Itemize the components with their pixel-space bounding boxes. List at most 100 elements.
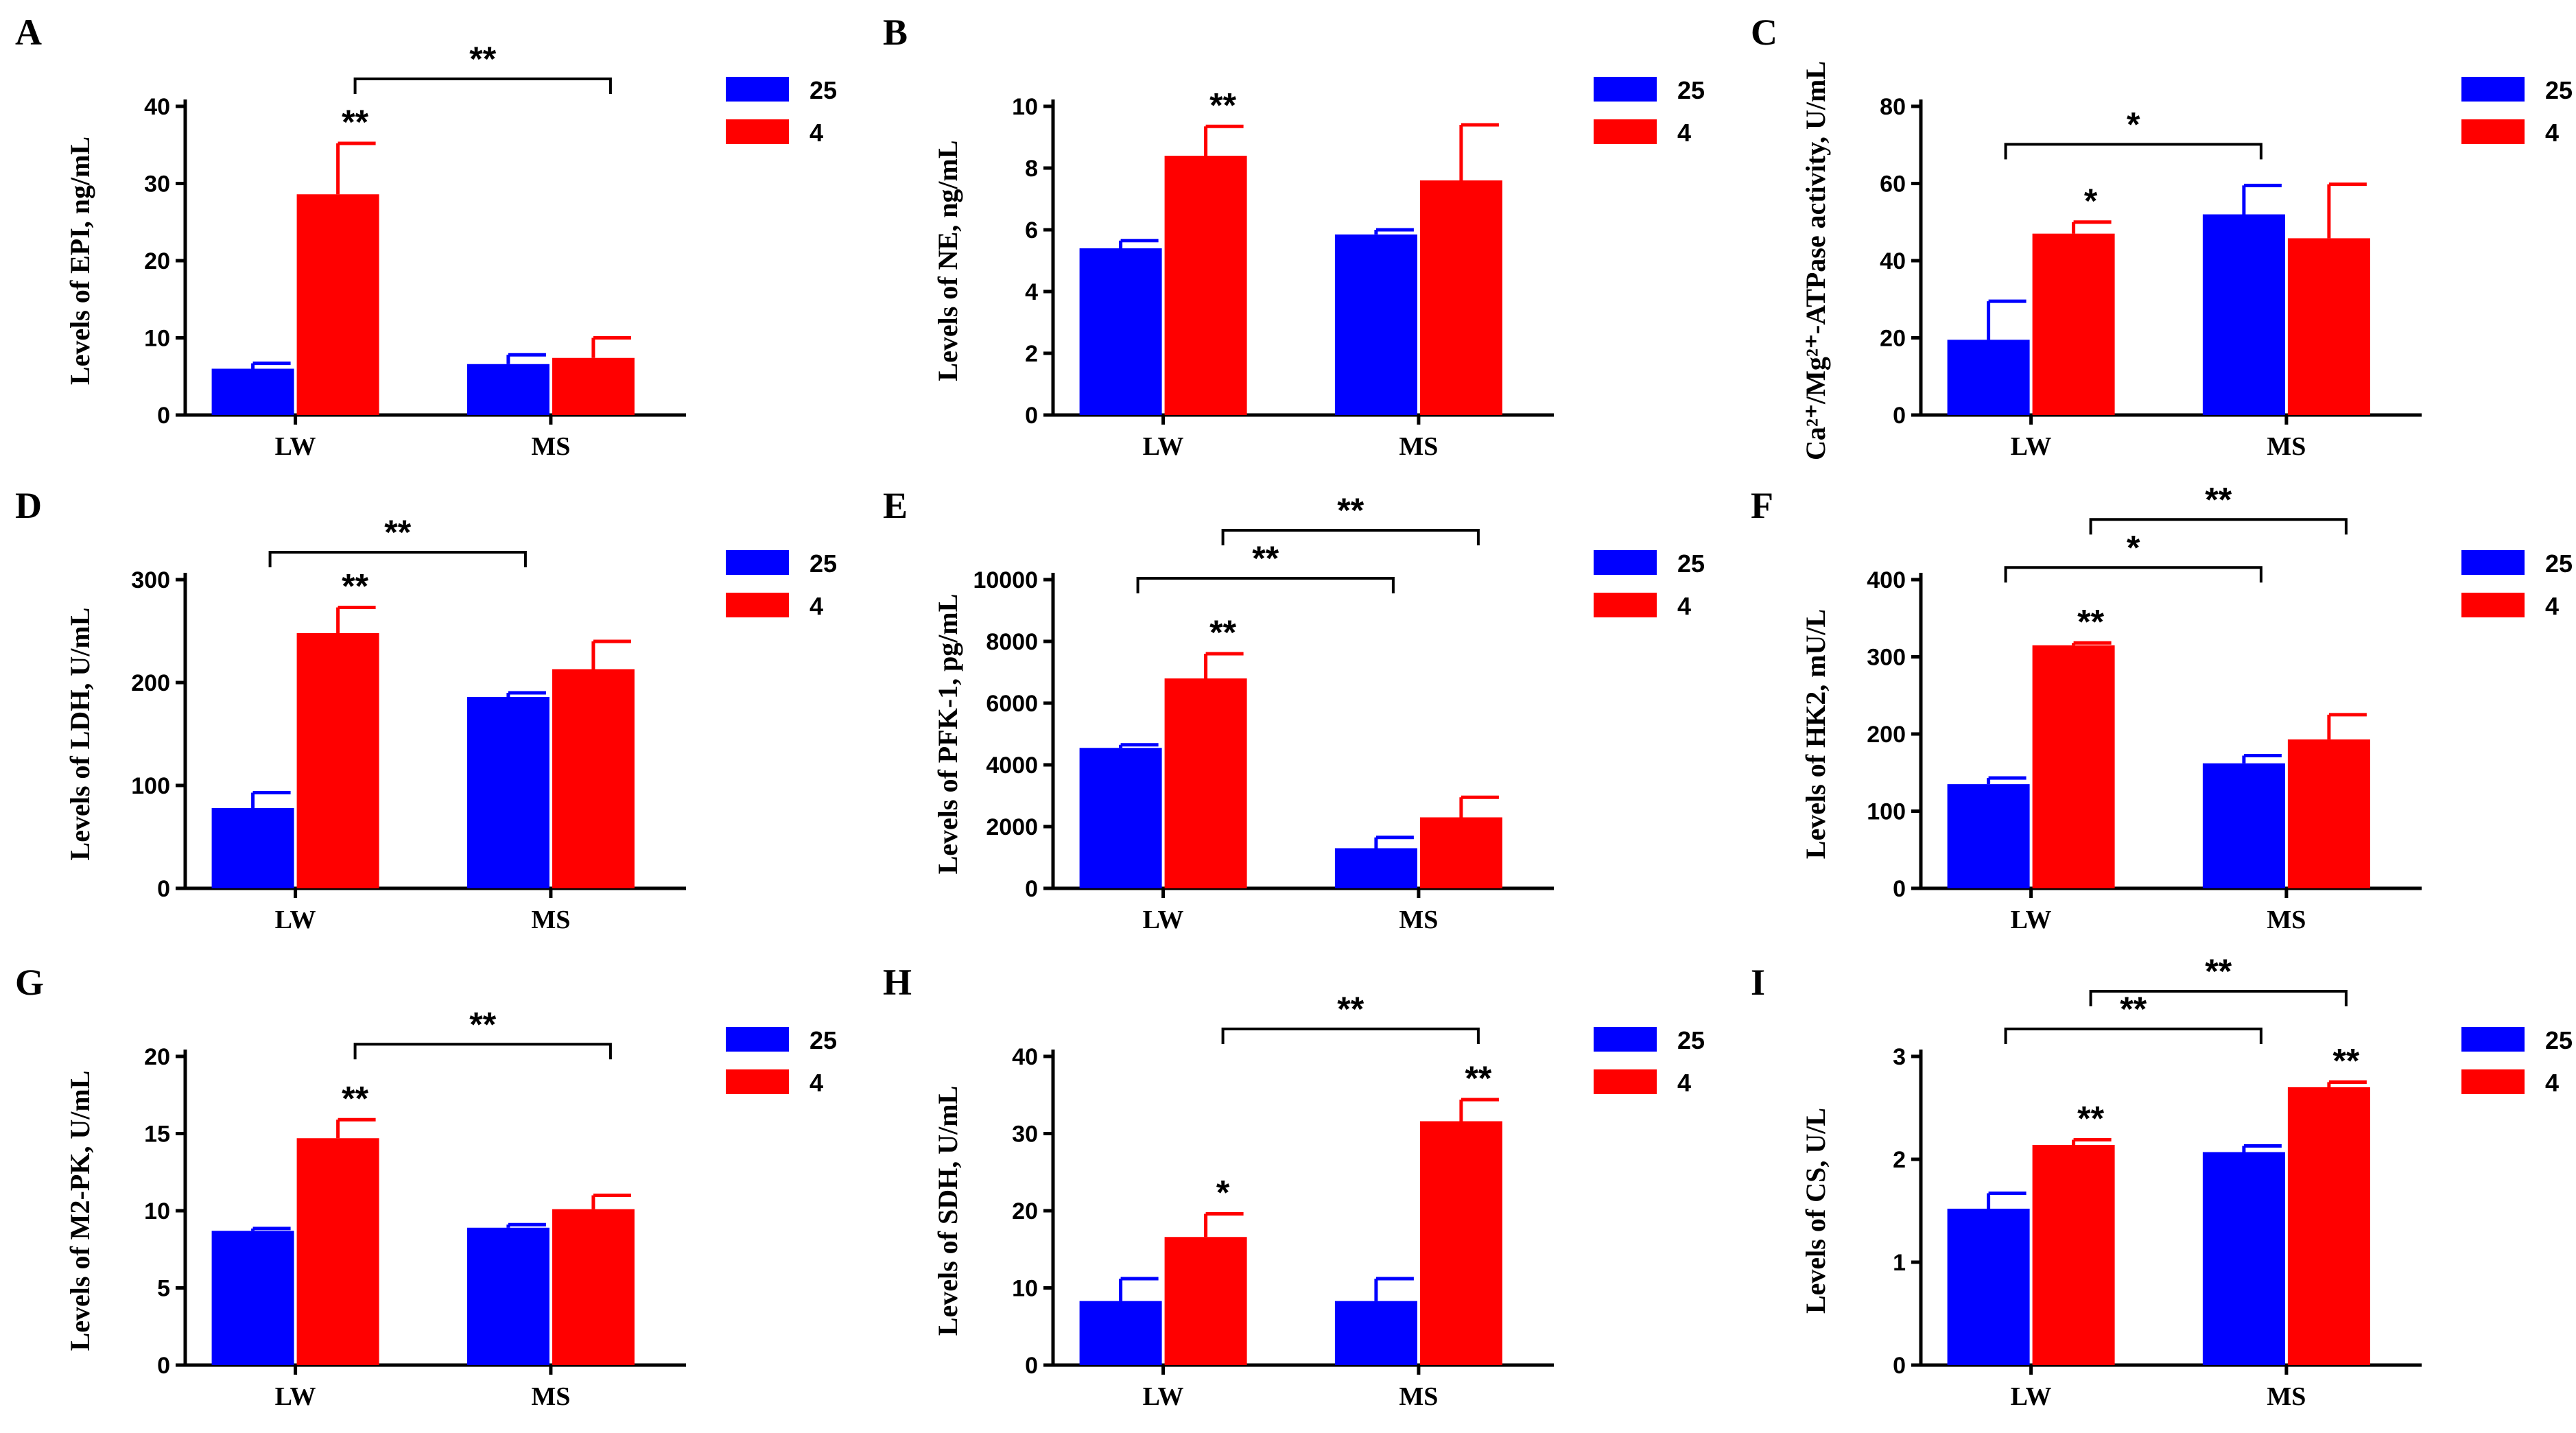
- significance-bracket: [353, 78, 612, 94]
- y-tick-label: 10: [144, 1198, 170, 1224]
- x-category-label: LW: [1143, 432, 1184, 461]
- y-tick-label: 8: [1025, 156, 1038, 182]
- y-tick-label: 400: [1867, 567, 1906, 593]
- bar: [466, 1227, 550, 1365]
- chart-svg: E 0 2000 4000 6000 8000 10000 Levels of PFK-1, …: [883, 485, 1705, 934]
- legend-swatch: [2461, 1069, 2525, 1094]
- bar: [2032, 233, 2115, 415]
- chart-svg: D 0 100 200 300 Levels of LDH, U/mL LW MS ** ** 25…: [15, 485, 837, 934]
- panel-e: E 0 2000 4000 6000 8000 10000 Levels of PFK-1, …: [868, 473, 1708, 947]
- significance-mark: **: [2077, 1100, 2104, 1138]
- legend-swatch: [726, 593, 789, 617]
- legend-label: 25: [810, 76, 837, 104]
- bracket-significance-mark: **: [1252, 539, 1279, 578]
- y-tick-label: 15: [144, 1122, 170, 1148]
- bracket-significance-mark: *: [2127, 105, 2140, 143]
- legend-swatch: [1594, 593, 1657, 617]
- x-category-label: LW: [275, 432, 316, 461]
- legend-label: 4: [2545, 1069, 2559, 1097]
- y-axis-label: Levels of LDH, U/mL: [64, 608, 95, 861]
- bar: [1334, 1301, 1417, 1365]
- bar: [2202, 214, 2285, 415]
- y-tick-label: 100: [1867, 799, 1906, 825]
- legend-label: 4: [1677, 1069, 1691, 1097]
- y-tick-label: 0: [1025, 1353, 1038, 1379]
- legend-swatch: [726, 119, 789, 144]
- y-tick-label: 10000: [973, 567, 1038, 593]
- bar: [2287, 238, 2370, 415]
- legend-label: 4: [1677, 592, 1691, 620]
- bar: [2202, 1152, 2285, 1365]
- bar: [2032, 645, 2115, 888]
- y-tick-label: 6: [1025, 217, 1038, 244]
- x-category-label: LW: [1143, 905, 1184, 934]
- legend-swatch: [2461, 593, 2525, 617]
- bar: [1079, 1301, 1162, 1365]
- bar: [2287, 1087, 2370, 1365]
- y-tick-label: 200: [131, 670, 170, 696]
- bar: [466, 364, 550, 415]
- significance-bracket: [2004, 1028, 2262, 1044]
- significance-mark: **: [2332, 1042, 2359, 1080]
- legend-label: 25: [810, 1026, 837, 1054]
- bar: [296, 633, 379, 888]
- significance-mark: **: [1465, 1059, 1491, 1098]
- significance-bracket: [2089, 518, 2348, 535]
- legend-swatch: [726, 550, 789, 575]
- x-category-label: MS: [1399, 905, 1438, 934]
- y-tick-label: 1: [1893, 1250, 1906, 1276]
- panel-h: H 0 10 20 30 40 Levels of SDH, U/mL LW MS * ** ** 25…: [868, 950, 1708, 1423]
- y-tick-label: 20: [144, 1044, 170, 1070]
- legend-swatch: [2461, 119, 2525, 144]
- significance-bracket: [1221, 529, 1480, 545]
- y-tick-label: 2000: [986, 814, 1038, 840]
- x-category-label: LW: [2011, 432, 2052, 461]
- legend-swatch: [1594, 77, 1657, 102]
- y-tick-label: 2: [1025, 341, 1038, 367]
- significance-mark: *: [2084, 182, 2098, 220]
- legend-label: 4: [810, 119, 823, 147]
- bar: [296, 1138, 379, 1365]
- significance-bracket: [2089, 990, 2348, 1006]
- panel-label: E: [883, 485, 908, 526]
- bar: [1164, 1237, 1247, 1365]
- y-tick-label: 10: [1012, 1276, 1038, 1302]
- x-category-label: MS: [531, 905, 570, 934]
- bracket-significance-mark: **: [2205, 952, 2232, 991]
- panel-c: C 0 20 40 60 80 Ca²⁺/Mg²⁺-ATPase activity, U/m…: [1736, 0, 2576, 473]
- x-category-label: MS: [1399, 1382, 1438, 1411]
- bar: [1947, 784, 2030, 888]
- y-tick-label: 4000: [986, 753, 1038, 779]
- legend-label: 25: [1677, 76, 1705, 104]
- y-tick-label: 40: [1880, 248, 1906, 274]
- panel-label: G: [15, 962, 44, 1003]
- bracket-significance-mark: **: [384, 513, 411, 552]
- y-tick-label: 40: [144, 94, 170, 120]
- panel-label: C: [1751, 12, 1777, 53]
- significance-bracket: [353, 1043, 612, 1060]
- bar: [211, 808, 294, 888]
- y-axis-label: Ca²⁺/Mg²⁺-ATPase activity, U/mL: [1800, 61, 1831, 460]
- chart-svg: B 0 2 4 6 8 10 Levels of NE, ng/mL LW MS ** 25 4: [883, 12, 1705, 461]
- panel-f: F 0 100 200 300 400 Levels of HK2, mU/L LW MS ** *…: [1736, 473, 2576, 947]
- bracket-significance-mark: **: [469, 1005, 496, 1043]
- panel-d: D 0 100 200 300 Levels of LDH, U/mL LW MS ** ** 25…: [0, 473, 840, 947]
- panel-label: A: [15, 12, 42, 53]
- x-category-label: MS: [2267, 432, 2306, 461]
- legend-swatch: [2461, 77, 2525, 102]
- legend-label: 4: [810, 1069, 823, 1097]
- legend-label: 25: [2545, 76, 2573, 104]
- bar: [1334, 848, 1417, 888]
- x-category-label: LW: [1143, 1382, 1184, 1411]
- legend-swatch: [1594, 1027, 1657, 1052]
- bar: [1079, 748, 1162, 888]
- chart-svg: G 0 5 10 15 20 Levels of M2-PK, U/mL LW MS ** ** 25…: [15, 962, 837, 1411]
- bracket-significance-mark: **: [2205, 480, 2232, 519]
- x-category-label: LW: [275, 1382, 316, 1411]
- significance-mark: **: [2077, 602, 2104, 641]
- bar: [2032, 1145, 2115, 1365]
- x-category-label: MS: [1399, 432, 1438, 461]
- y-tick-label: 2: [1893, 1147, 1906, 1173]
- chart-svg: A 0 10 20 30 40 Levels of EPI, ng/mL LW MS ** ** 25…: [15, 12, 837, 461]
